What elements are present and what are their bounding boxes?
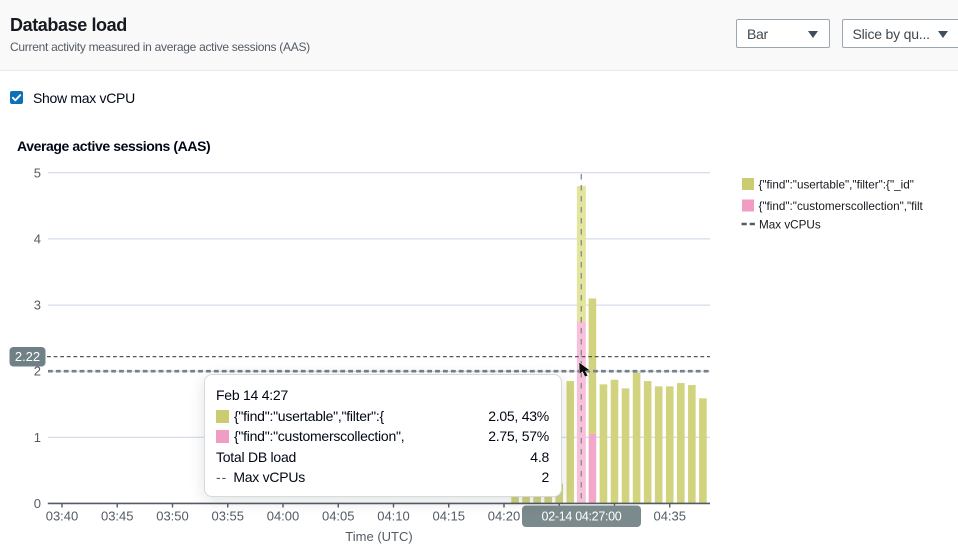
svg-text:04:00: 04:00 [267,509,300,524]
svg-text:02-14 04:27:00: 02-14 04:27:00 [542,510,622,524]
svg-text:03:40: 03:40 [46,509,79,524]
svg-text:04:10: 04:10 [377,509,410,524]
svg-text:5: 5 [34,165,41,180]
svg-text:4: 4 [34,231,41,246]
svg-text:1: 1 [34,430,41,445]
svg-text:{"find":"customerscollection",: {"find":"customerscollection","filt [759,200,924,213]
svg-text:2.22: 2.22 [15,349,40,364]
svg-text:0: 0 [34,496,41,511]
svg-text:04:35: 04:35 [653,509,686,524]
svg-text:{"find":"usertable","filter":{: {"find":"usertable","filter":{"_id" [759,179,914,192]
svg-text:Time (UTC): Time (UTC) [345,529,412,544]
svg-text:3: 3 [34,298,41,313]
svg-text:04:15: 04:15 [432,509,465,524]
svg-text:Max vCPUs: Max vCPUs [759,218,821,231]
svg-text:03:45: 03:45 [101,509,134,524]
svg-text:03:55: 03:55 [211,509,244,524]
svg-text:03:50: 03:50 [156,509,189,524]
svg-text:04:05: 04:05 [322,509,355,524]
svg-text:04:20: 04:20 [488,509,521,524]
svg-text:2: 2 [34,364,41,379]
